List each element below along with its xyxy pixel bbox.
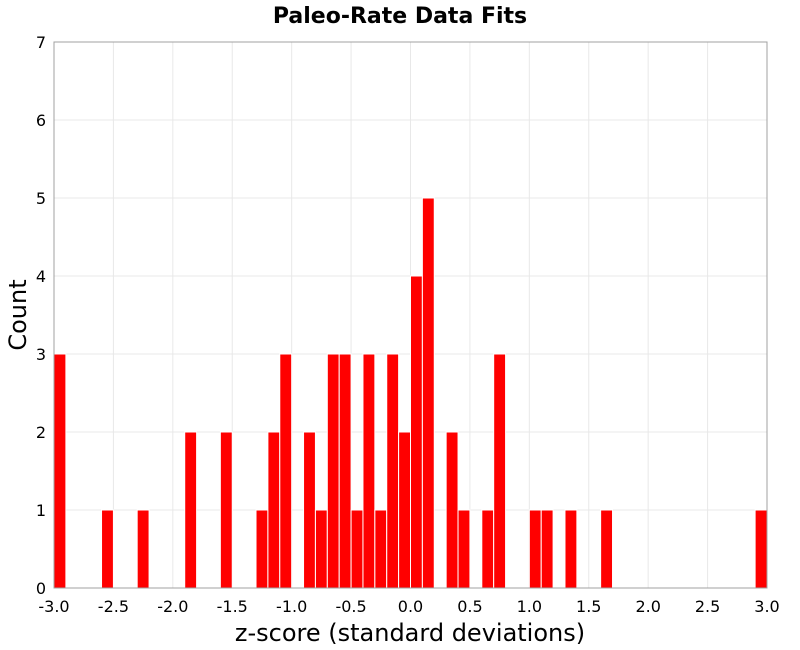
x-axis-ticks: -3.0 -2.5 -2.0 -1.5 -1.0 -0.5 0.0 0.5 1.0 1.5 2.0 2… [38, 597, 779, 616]
histogram-bar [136, 509, 150, 589]
y-tick-label: 4 [36, 267, 46, 286]
histogram-bar [540, 509, 554, 589]
histogram-bar [338, 353, 352, 589]
plot-area-frame [53, 41, 768, 589]
chart-title: Paleo-Rate Data Fits [273, 4, 527, 29]
y-tick-label: 0 [36, 579, 46, 598]
y-axis-label: Count [4, 279, 32, 350]
x-tick-label: -2.0 [157, 597, 188, 616]
y-tick-label: 5 [36, 189, 46, 208]
histogram-bar [53, 353, 67, 589]
histogram-bar [445, 431, 459, 589]
histogram-bar [267, 431, 281, 589]
x-tick-label: 1.0 [517, 597, 542, 616]
histogram-bar [481, 509, 495, 589]
x-axis-label: z-score (standard deviations) [235, 619, 585, 647]
x-tick-label: -1.0 [276, 597, 307, 616]
histogram-bar [421, 197, 435, 589]
histogram-bar [374, 509, 388, 589]
histogram-bar [362, 353, 376, 589]
x-tick-label: -3.0 [38, 597, 69, 616]
histogram-bar [326, 353, 340, 589]
histogram-bar [314, 509, 328, 589]
histogram-bar [219, 431, 233, 589]
histogram-bar [754, 509, 768, 589]
x-tick-label: 1.5 [576, 597, 601, 616]
histogram-bar [493, 353, 507, 589]
x-tick-label: -0.5 [335, 597, 366, 616]
y-tick-label: 7 [36, 33, 46, 52]
histogram-bar [600, 509, 614, 589]
histogram-bar [350, 509, 364, 589]
x-tick-label: 0.0 [398, 597, 423, 616]
histogram-bar [279, 353, 293, 589]
x-tick-label: 3.0 [754, 597, 779, 616]
y-tick-label: 1 [36, 501, 46, 520]
histogram-bar [184, 431, 198, 589]
histogram-bar [386, 353, 400, 589]
histogram-bar [303, 431, 316, 589]
histogram-bar [398, 431, 412, 589]
x-tick-label: 2.0 [635, 597, 660, 616]
histogram-bar [410, 275, 423, 589]
y-tick-label: 6 [36, 111, 46, 130]
y-tick-label: 3 [36, 345, 46, 364]
histogram-bar [564, 509, 578, 589]
y-tick-label: 2 [36, 423, 46, 442]
y-axis-ticks: 0 1 2 3 4 5 6 7 [36, 33, 46, 598]
bars [53, 197, 768, 589]
histogram-bar [101, 509, 114, 589]
histogram-bar [528, 509, 542, 589]
x-tick-label: -1.5 [217, 597, 248, 616]
x-tick-label: -2.5 [98, 597, 129, 616]
x-tick-label: 2.5 [695, 597, 720, 616]
x-tick-label: 0.5 [457, 597, 482, 616]
histogram-bar [457, 509, 471, 589]
histogram-bar [255, 509, 269, 589]
